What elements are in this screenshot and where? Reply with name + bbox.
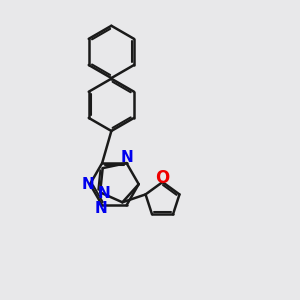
Text: O: O xyxy=(155,169,170,187)
Text: N: N xyxy=(97,186,110,201)
Text: N: N xyxy=(120,150,133,165)
Text: N: N xyxy=(81,177,94,192)
Text: N: N xyxy=(94,201,107,216)
